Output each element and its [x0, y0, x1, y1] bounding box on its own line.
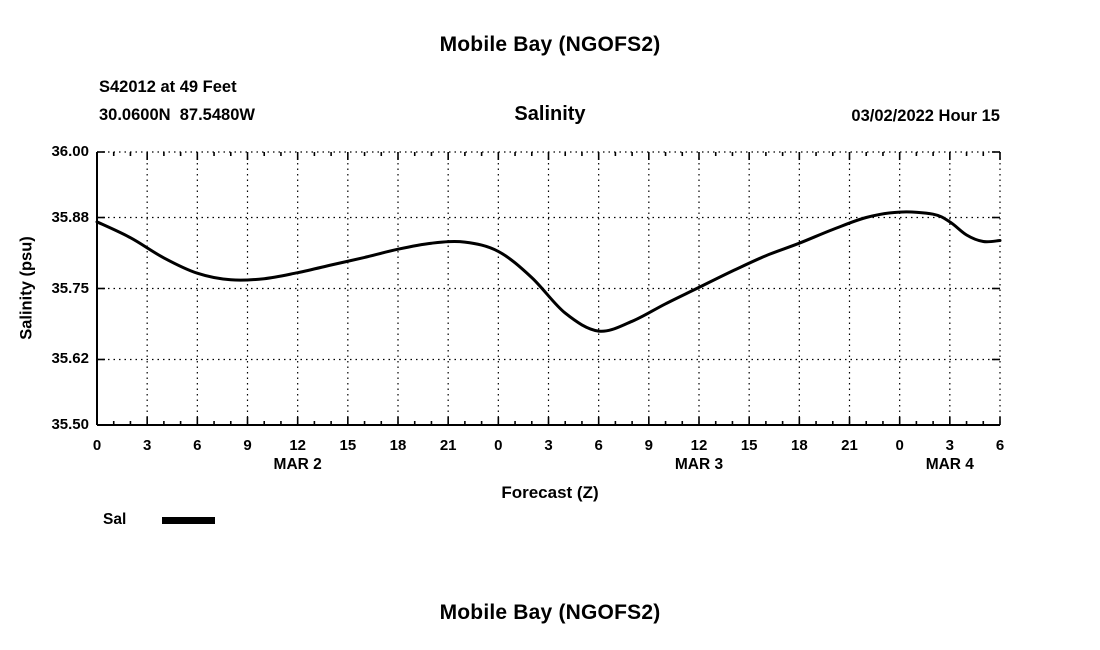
- x-tick-label: 12: [690, 437, 708, 454]
- x-tick-label: 18: [389, 437, 407, 454]
- station-coords-label: 30.0600N 87.5480W: [99, 106, 255, 124]
- x-tick-label: 3: [945, 437, 954, 454]
- x-tick-label: 21: [841, 437, 858, 454]
- x-tick-label: 6: [193, 437, 202, 454]
- x-tick-label: 9: [243, 437, 252, 454]
- y-tick-label: 36.00: [51, 143, 89, 160]
- chart-main-title: Mobile Bay (NGOFS2): [439, 33, 661, 56]
- forecast-datetime-label: 03/02/2022 Hour 15: [851, 107, 1000, 125]
- x-tick-label: 0: [895, 437, 904, 454]
- x-tick-label: 21: [439, 437, 457, 454]
- x-tick-label: 15: [740, 437, 758, 454]
- salinity-series-line: [95, 210, 1002, 333]
- x-tick-label: 9: [644, 437, 653, 454]
- x-date-label: MAR 2: [273, 456, 322, 473]
- y-tick-label: 35.50: [51, 416, 89, 433]
- x-tick-label: 6: [995, 437, 1005, 454]
- legend-label-sal: Sal: [103, 511, 127, 528]
- second-chart-title: Mobile Bay (NGOFS2): [439, 601, 661, 624]
- x-tick-label: 0: [92, 437, 102, 454]
- x-tick-label: 3: [544, 437, 553, 454]
- x-date-label: MAR 4: [925, 456, 974, 473]
- x-tick-label: 0: [494, 437, 503, 454]
- chart-subtitle: Salinity: [514, 103, 586, 125]
- x-tick-label: 15: [339, 437, 357, 454]
- y-tick-label: 35.88: [51, 208, 89, 226]
- x-tick-label: 6: [594, 437, 603, 454]
- y-tick-label: 35.75: [51, 279, 89, 297]
- legend-line-swatch: [162, 517, 215, 524]
- x-tick-label: 18: [790, 437, 808, 454]
- x-tick-label: 3: [142, 437, 152, 454]
- y-tick-label: 35.62: [51, 350, 89, 368]
- x-tick-label: 12: [289, 437, 306, 454]
- station-id-label: S42012 at 49 Feet: [99, 78, 237, 96]
- x-date-label: MAR 3: [674, 456, 724, 473]
- x-axis-label: Forecast (Z): [501, 483, 599, 502]
